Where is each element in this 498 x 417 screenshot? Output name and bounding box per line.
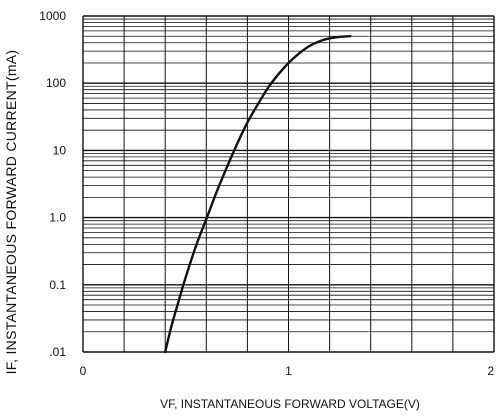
x-axis-label: VF, INSTANTANEOUS FORWARD VOLTAGE(V) [160, 397, 420, 411]
y-tick-label: 1000 [39, 9, 66, 23]
tick-labels: 1000 100 10 1.0 0.1 .01 0 1 2 [39, 9, 494, 378]
y-tick-label: .01 [49, 345, 66, 359]
x-tick-label: 0 [80, 364, 87, 378]
y-tick-label: 0.1 [49, 278, 66, 292]
y-axis-label: IF, INSTANTANEOUS FORWARD CURRENT(mA) [3, 50, 19, 375]
grid [82, 15, 495, 353]
y-tick-label: 1.0 [49, 211, 66, 225]
x-tick-label: 1 [285, 364, 292, 378]
series-line [164, 35, 352, 354]
y-tick-label: 100 [46, 76, 66, 90]
y-tick-label: 10 [53, 143, 67, 157]
series-layer [164, 35, 352, 354]
x-tick-label: 2 [487, 364, 494, 378]
